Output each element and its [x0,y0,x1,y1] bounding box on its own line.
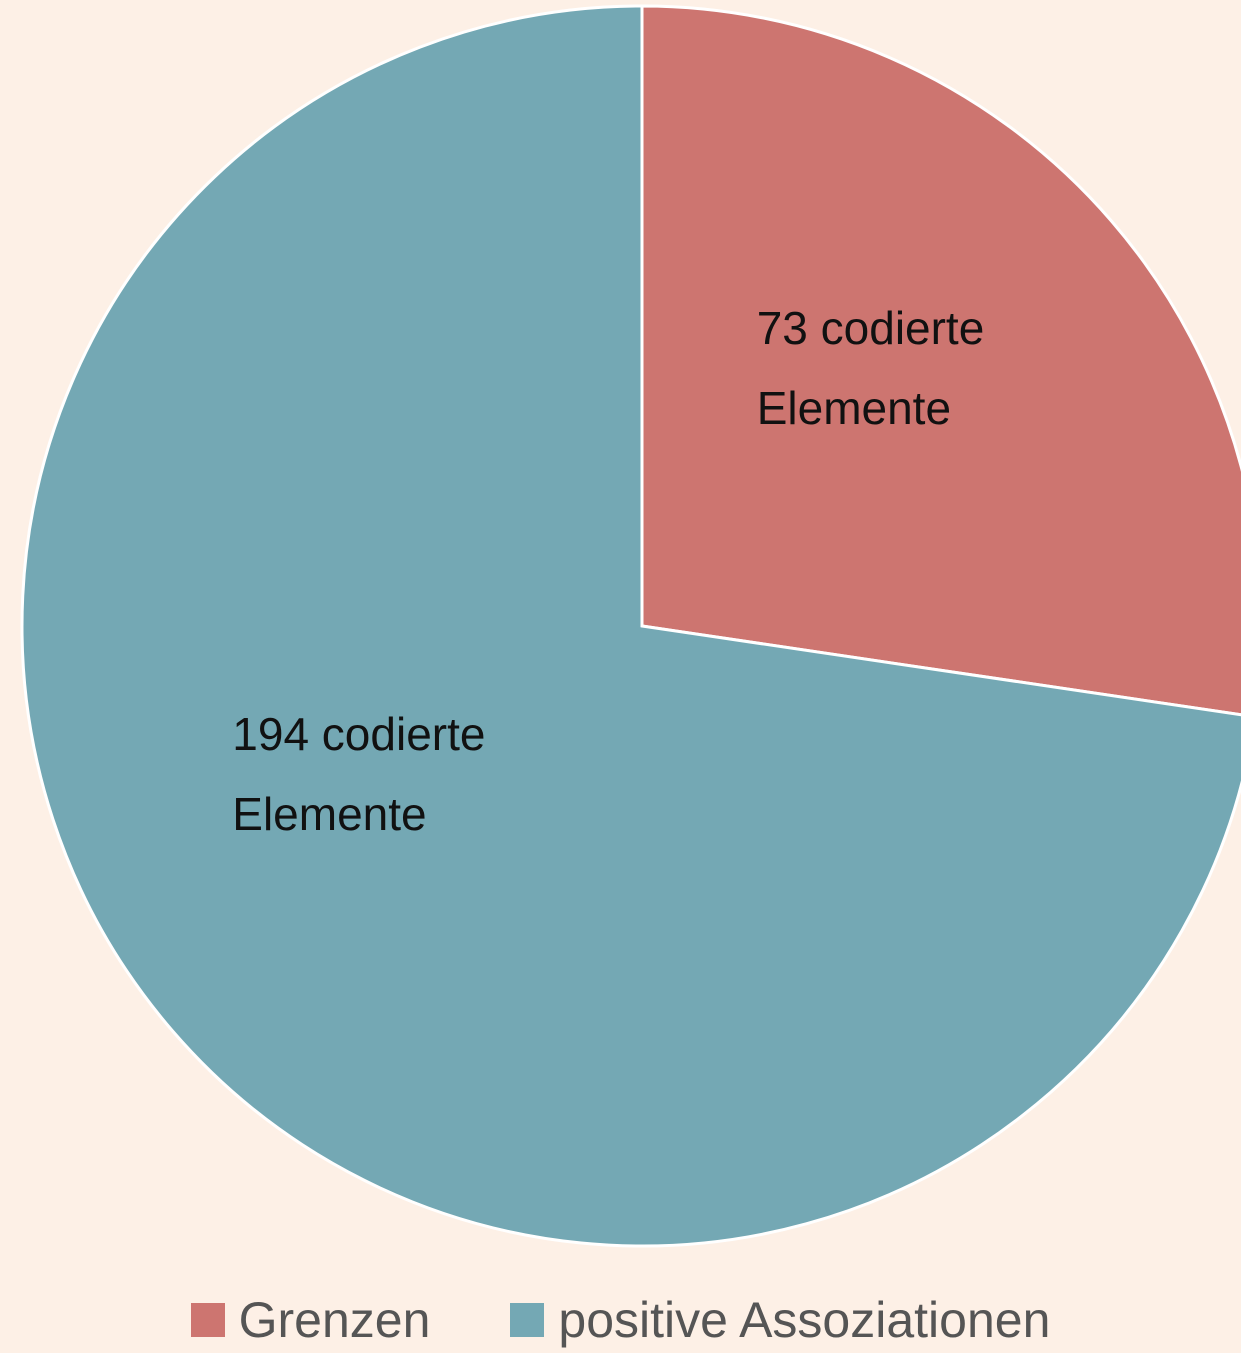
pie-slice [640,4,1241,717]
data-label: 73 codierte Elemente [756,302,985,435]
legend-swatch [190,1303,225,1337]
legend-swatch [510,1303,545,1337]
legend-label: positive Assoziationen [558,1292,1051,1348]
legend-item: positive Assoziationen [510,1291,1050,1349]
legend-label: Grenzen [238,1292,431,1348]
data-label: 194 codierte Elemente [232,707,486,840]
legend: Grenzen positive Assoziationen [0,1290,1241,1350]
chart [20,4,1241,1248]
legend-item: Grenzen [190,1291,431,1349]
pie-slice [20,4,1241,1248]
